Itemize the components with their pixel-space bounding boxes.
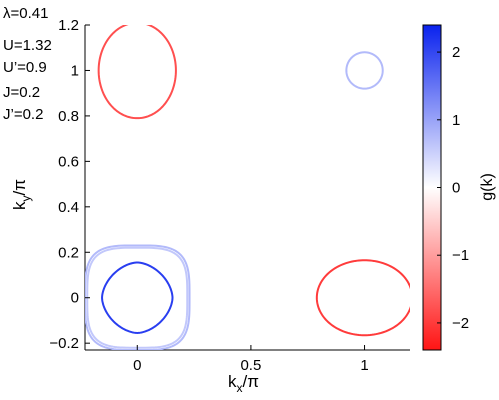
y-tick-label: 1 (71, 62, 79, 79)
colorbar-tick-label: 0 (452, 180, 460, 197)
parameter-j-prime: J’=0.2 (3, 106, 43, 123)
y-tick-label: 0.6 (58, 153, 79, 170)
pocket-gamma-outer-contour (85, 244, 191, 350)
colorbar-ticks: 2 1 0 −1 −2 (437, 44, 469, 332)
parameter-lambda: λ=0.41 (3, 5, 48, 22)
x-axis-label: kx/π (228, 372, 259, 395)
parameter-u: U=1.32 (3, 37, 52, 54)
pocket-m-contour (345, 51, 384, 90)
x-tick-label: 0 (133, 357, 141, 374)
y-tick-label: 1.2 (58, 17, 79, 34)
y-tick-label: 0.8 (58, 108, 79, 125)
colorbar-tick-label: 2 (452, 44, 460, 61)
parameter-j: J=0.2 (3, 84, 40, 101)
colorbar-tick-label: 1 (452, 112, 460, 129)
parameter-u-prime: U’=0.9 (3, 59, 47, 76)
colorbar-tick-label: −1 (452, 247, 469, 264)
y-tick-label: 0 (71, 290, 79, 307)
x-tick-label: 0.5 (240, 357, 261, 374)
x-tick-label: 1 (360, 357, 368, 374)
pocket-gamma-inner-contour (101, 261, 174, 334)
y-tick-label: 0.2 (58, 244, 79, 261)
x-ticks: 0 0.5 1 (133, 345, 369, 374)
y-tick-label: −0.2 (49, 335, 79, 352)
y-tick-label: 0.4 (58, 199, 79, 216)
colorbar-tick-label: −2 (452, 315, 469, 332)
parameter-list: λ=0.41 U=1.32 U’=0.9 J=0.2 J’=0.2 (3, 5, 52, 123)
plot-area: 0 0.5 1 −0.200.20.40.60.811.2 (49, 17, 410, 374)
colorbar: 2 1 0 −1 −2 g(k) (422, 24, 496, 351)
y-ticks: −0.2 0 0.2 0.4 0.6 0.8 1 1.2 (49, 17, 90, 352)
pocket-x-contour (315, 259, 410, 337)
pocket-y-contour (97, 25, 177, 120)
y-axis-label: ky/π (10, 179, 33, 210)
colorbar-label: g(k) (479, 173, 496, 201)
